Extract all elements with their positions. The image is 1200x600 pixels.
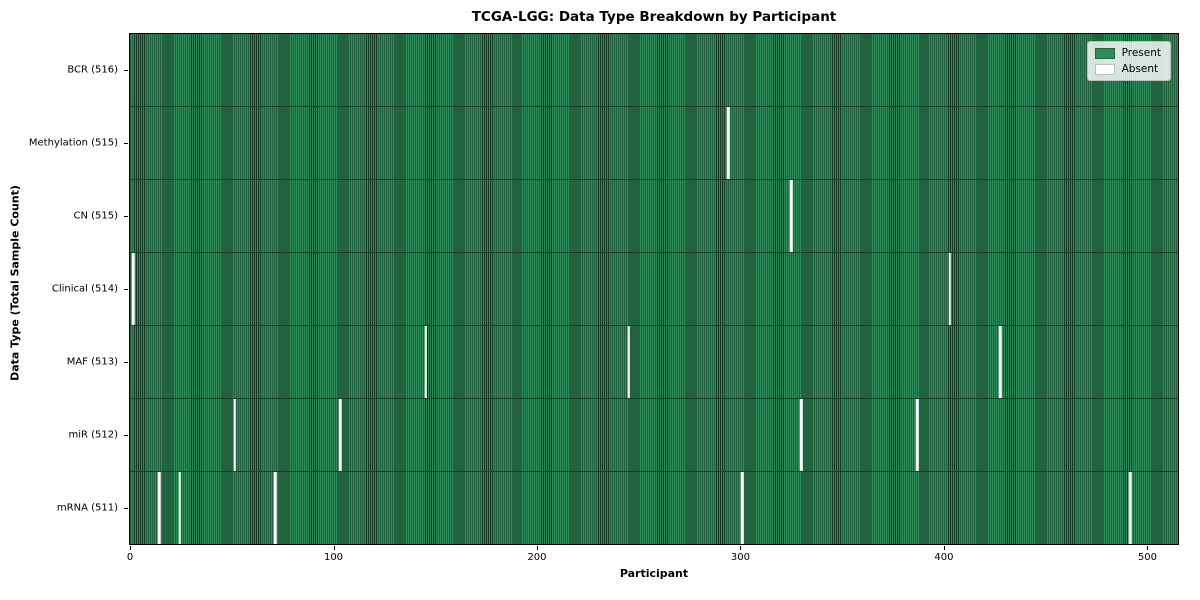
absent-mark (233, 399, 236, 471)
heatmap-row-Methylation (130, 106, 1178, 179)
x-tick-label: 300 (730, 552, 751, 563)
absent-mark (741, 472, 744, 544)
legend-label-absent: Absent (1121, 63, 1159, 75)
heatmap-row-miR (130, 398, 1178, 471)
y-tick-label: Clinical (514) (51, 283, 118, 295)
absent-mark (273, 472, 277, 544)
absent-mark (178, 472, 181, 544)
heatmap-row-MAF (130, 325, 1178, 398)
heatmap-row-Clinical (130, 252, 1178, 325)
x-tick-label: 100 (323, 552, 344, 563)
absent-mark (799, 399, 803, 471)
x-tick-mark (130, 546, 132, 550)
y-axis-ticks: BCR (516) Methylation (515) CN (515) Clinic… (0, 33, 128, 545)
absent-mark (338, 399, 342, 471)
chart-title: TCGA-LGG: Data Type Breakdown by Partici… (471, 9, 837, 25)
absent-mark (948, 253, 951, 325)
x-axis-ticks: 0 100 200 300 400 500 (126, 546, 1179, 576)
y-tick-mark (124, 215, 128, 217)
absent-mark (627, 326, 630, 398)
x-axis-label: Participant (619, 567, 689, 580)
heatmap-row-CN (130, 179, 1178, 252)
present-swatch-icon (1094, 47, 1115, 59)
x-tick-label: 200 (527, 552, 547, 563)
x-tick-label: 500 (1137, 552, 1157, 563)
x-tick-mark (1147, 546, 1149, 550)
absent-mark (789, 180, 793, 252)
heatmap-row-BCR (130, 34, 1178, 106)
y-tick-mark (124, 508, 128, 510)
absent-mark (158, 472, 161, 544)
y-tick-mark (124, 362, 128, 364)
x-tick-mark (536, 546, 538, 550)
heatmap-row-mRNA (130, 471, 1178, 544)
legend-item-present: Present (1094, 47, 1161, 59)
y-tick-label: CN (515) (73, 210, 118, 222)
y-tick-label: mRNA (511) (56, 502, 118, 514)
absent-mark (726, 107, 730, 179)
x-tick-mark (740, 546, 742, 550)
legend-item-absent: Absent (1094, 63, 1161, 75)
absent-mark (424, 326, 427, 398)
y-tick-label: miR (512) (68, 429, 118, 441)
legend: Present Absent (1086, 41, 1171, 81)
absent-mark (1129, 472, 1132, 544)
y-tick-mark (124, 289, 128, 290)
y-tick-mark (124, 142, 128, 144)
absent-mark (999, 326, 1002, 398)
plot-area: Present Absent (129, 33, 1179, 545)
y-tick-mark (124, 435, 128, 437)
y-tick-label: Methylation (515) (28, 137, 118, 149)
x-tick-mark (333, 546, 335, 550)
y-tick-mark (124, 69, 128, 71)
y-tick-label: BCR (516) (67, 64, 118, 76)
x-tick-label: 0 (126, 552, 134, 563)
absent-swatch-icon (1094, 63, 1115, 75)
x-tick-label: 400 (934, 552, 954, 563)
legend-label-present: Present (1121, 47, 1161, 59)
heatmap-rows (130, 34, 1178, 544)
x-tick-mark (943, 546, 945, 550)
absent-mark (131, 253, 135, 325)
y-tick-label: MAF (513) (66, 356, 118, 368)
absent-mark (915, 399, 919, 471)
